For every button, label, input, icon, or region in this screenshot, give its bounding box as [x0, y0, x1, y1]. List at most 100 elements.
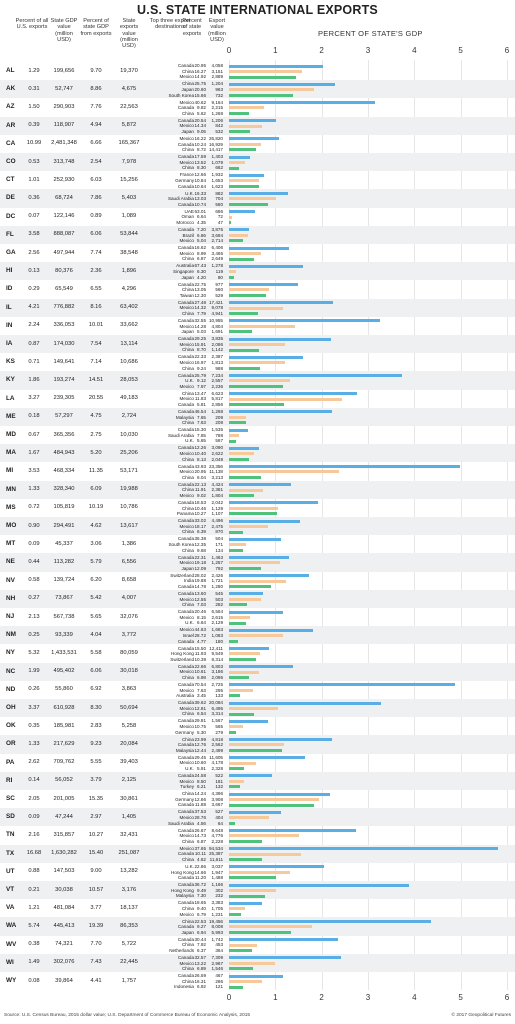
destination-name: Canada [177, 183, 194, 189]
state-abbr: CO [6, 158, 16, 165]
destination-name: U.K. [185, 765, 194, 771]
destination-percent: 14.28 [194, 323, 207, 329]
data-bar [229, 870, 291, 874]
destination-name: Morocco [176, 219, 194, 225]
x-tick-label: 0 [226, 993, 232, 1003]
destination-percent: 22.13 [194, 481, 207, 487]
state-gdp: 468,334 [53, 467, 75, 474]
destination-value: 404 [215, 814, 223, 820]
destination-name: Canada [177, 742, 194, 748]
data-bar [229, 137, 280, 141]
destination-name: Canada [177, 681, 194, 687]
destination-percent: 12.66 [194, 796, 207, 802]
destination-percent: 15.91 [194, 341, 207, 347]
destination-percent: 18.53 [194, 499, 207, 505]
percent-gdp-exports: 2.36 [90, 267, 102, 274]
data-bar [229, 275, 234, 279]
destination-name: Canada [177, 299, 194, 305]
data-bar [229, 501, 319, 505]
state-gdp: 57,297 [55, 413, 73, 420]
table-row: NV 0.58 139,724 6.20 8,658 Switzerland 28.02 2,… [0, 572, 515, 590]
table-row: AZ 1.50 290,903 7.76 22,563 Mexico 40.62 9,164 C… [0, 98, 515, 116]
data-bar [229, 688, 254, 692]
destination-percent: 6.39 [197, 529, 206, 535]
destination-value: 2,499 [211, 747, 224, 753]
destination-value: 2,714 [211, 238, 224, 244]
table-row: RI 0.14 56,052 3.79 2,125 Canada 24.58 522 Mexic… [0, 772, 515, 790]
destination-name: Canada [177, 226, 194, 232]
destination-value: 567 [215, 438, 223, 444]
destination-value: 1,813 [211, 359, 224, 365]
destination-name: Canada [177, 772, 194, 778]
destination-name: U.K. [185, 438, 194, 444]
percent-gdp-exports: 7.43 [90, 959, 102, 966]
row-band [0, 153, 515, 172]
percent-gdp-exports: 10.01 [88, 322, 104, 329]
destination-name: China [181, 838, 194, 844]
percent-us-exports: 0.44 [28, 558, 40, 565]
percent-gdp-exports: 5.55 [90, 759, 102, 766]
destination-percent: 10.61 [194, 669, 207, 675]
state-exports: 13,617 [120, 522, 138, 529]
destination-value: 72 [217, 214, 223, 220]
destination-value: 2,622 [211, 450, 224, 456]
destination-name: Canada [177, 372, 194, 378]
destination-name: China [181, 310, 194, 316]
destination-name: Canada [177, 445, 194, 451]
destination-name: Canada [177, 645, 194, 651]
data-bar [229, 834, 300, 838]
destination-value: 180 [215, 638, 223, 644]
percent-gdp-exports: 4.94 [90, 122, 102, 129]
state-exports: 30,018 [120, 668, 138, 675]
percent-us-exports: 1.33 [28, 486, 40, 493]
state-abbr: ID [6, 285, 13, 293]
state-exports: 2,724 [121, 413, 137, 420]
percent-gdp-exports: 10.57 [88, 886, 104, 893]
percent-gdp-exports: 0.89 [90, 213, 102, 220]
destination-value: 282 [215, 602, 223, 608]
destination-value: 3,875 [211, 226, 224, 232]
table-row: AR 0.39 118,907 4.94 5,872 Canada 20.54 1,206 Me… [0, 117, 515, 135]
state-abbr: MD [6, 431, 16, 438]
state-gdp: 80,376 [55, 267, 73, 274]
state-gdp: 888,087 [53, 231, 75, 238]
destination-name: Canada [177, 536, 194, 542]
destination-name: Canada [177, 875, 194, 881]
destination-percent: 15.50 [194, 645, 207, 651]
table-row: DE 0.36 68,724 7.86 5,403 U.K. 16.33 882 Saudi A… [0, 189, 515, 207]
destination-percent: 39.62 [194, 700, 207, 706]
data-bar [229, 597, 261, 601]
destination-value: 2,967 [211, 960, 224, 966]
destination-percent: 30.44 [194, 936, 207, 942]
state-gdp: 39,864 [55, 977, 73, 984]
destination-name: Mexico [179, 705, 194, 711]
destination-name: Saudi Arabia [167, 432, 194, 438]
destination-percent: 14.78 [194, 583, 207, 589]
state-abbr: MO [6, 522, 17, 529]
destination-name: Mexico [179, 250, 194, 256]
data-bar [229, 301, 333, 305]
destination-value: 2,562 [211, 742, 224, 748]
data-bar [229, 252, 262, 256]
percent-gdp-exports: 9.00 [90, 868, 102, 875]
percent-us-exports: 1.86 [28, 376, 40, 383]
data-bar [229, 488, 263, 492]
data-bar [229, 361, 286, 365]
destination-name: Panama [176, 511, 194, 517]
data-bar [229, 889, 276, 893]
data-bar [229, 476, 261, 480]
destination-name: Netherlands [169, 947, 194, 953]
data-bar [229, 197, 277, 201]
destination-name: Canada [177, 154, 194, 160]
table-row: MT 0.09 45,337 3.06 1,386 Canada 36.38 504 South… [0, 535, 515, 553]
destination-name: Canada [177, 427, 194, 433]
state-exports: 86,353 [120, 922, 138, 929]
destination-percent: 5.65 [197, 438, 206, 444]
percent-gdp-exports: 9.23 [90, 740, 102, 747]
data-bar [229, 579, 287, 583]
destination-name: Canada [177, 201, 194, 207]
destination-percent: 8.30 [197, 165, 206, 171]
destination-name: Australia [176, 693, 194, 699]
data-bar [229, 683, 456, 687]
destination-name: Mexico [179, 596, 194, 602]
